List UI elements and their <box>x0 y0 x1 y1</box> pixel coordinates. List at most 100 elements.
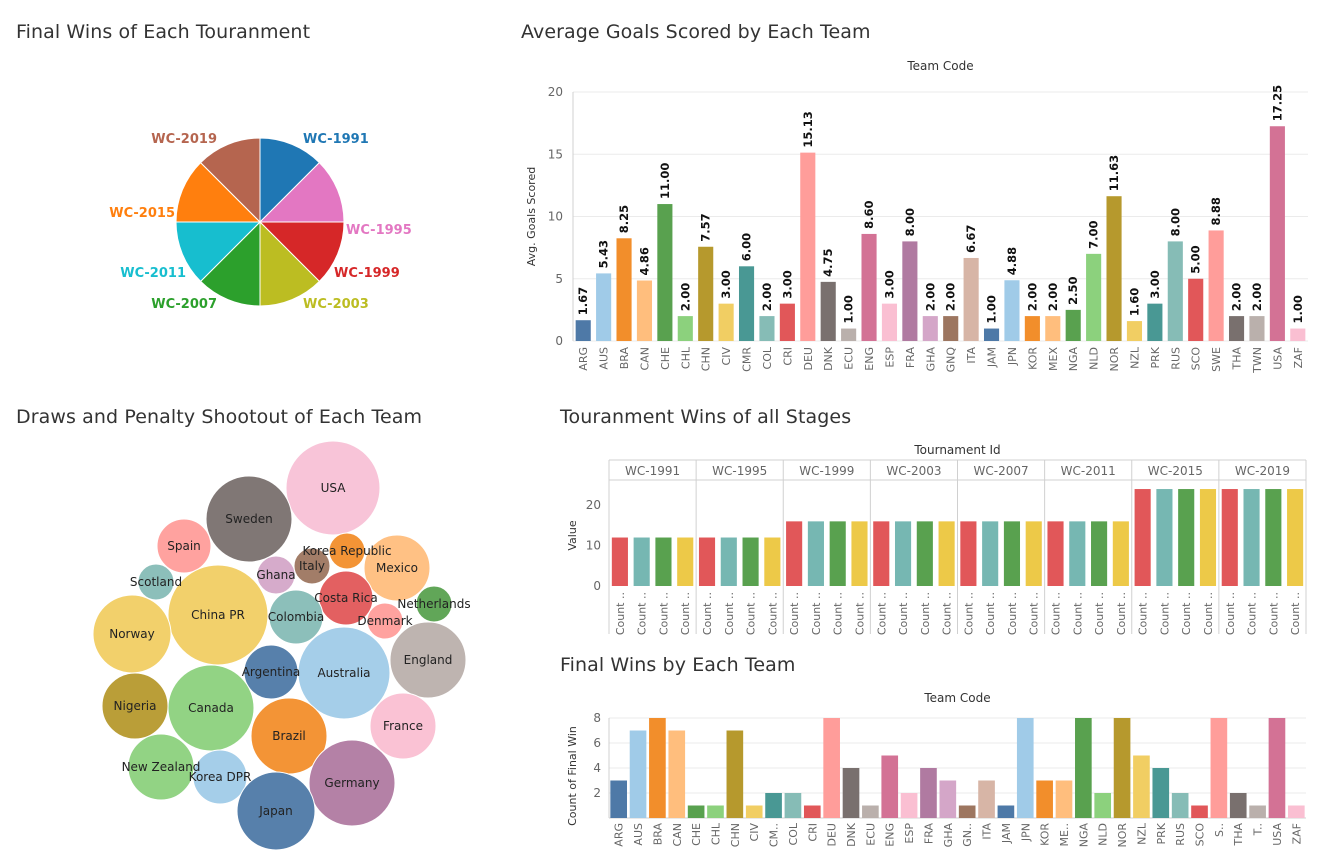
pie-slice[interactable] <box>258 161 345 223</box>
bar[interactable] <box>764 537 781 586</box>
bar[interactable] <box>1228 316 1245 341</box>
bar[interactable] <box>800 152 816 341</box>
bar[interactable] <box>939 780 957 819</box>
bubble[interactable] <box>293 547 331 585</box>
bar[interactable] <box>807 521 824 586</box>
bubble[interactable] <box>366 602 404 640</box>
bubble[interactable] <box>268 589 324 645</box>
bar[interactable] <box>1086 253 1102 341</box>
bar[interactable] <box>1065 309 1081 341</box>
bar[interactable] <box>738 266 755 341</box>
bar[interactable] <box>1210 718 1228 818</box>
bar[interactable] <box>1287 489 1304 586</box>
bar[interactable] <box>1249 316 1265 341</box>
bar[interactable] <box>636 280 653 341</box>
bar[interactable] <box>1199 489 1217 586</box>
bubble[interactable] <box>156 518 212 574</box>
bar[interactable] <box>938 521 955 586</box>
bar[interactable] <box>649 718 666 818</box>
bar[interactable] <box>677 537 694 586</box>
bar[interactable] <box>1156 489 1173 586</box>
bar[interactable] <box>720 537 737 586</box>
bar[interactable] <box>765 793 782 818</box>
bar[interactable] <box>1134 489 1151 586</box>
bar[interactable] <box>861 233 877 341</box>
bubble[interactable] <box>369 692 437 760</box>
bubble[interactable] <box>137 563 175 601</box>
bar[interactable] <box>1047 521 1064 586</box>
bar[interactable] <box>1106 196 1122 341</box>
bar[interactable] <box>1091 521 1108 586</box>
bar[interactable] <box>851 521 868 586</box>
bar[interactable] <box>916 521 933 586</box>
bar[interactable] <box>978 780 995 819</box>
bar[interactable] <box>1290 328 1306 341</box>
bar[interactable] <box>786 521 803 586</box>
bar[interactable] <box>1268 718 1286 818</box>
bar[interactable] <box>655 537 672 586</box>
bar[interactable] <box>1045 316 1061 341</box>
bar[interactable] <box>596 273 612 341</box>
bar[interactable] <box>820 281 836 341</box>
bar[interactable] <box>823 718 840 818</box>
bar[interactable] <box>677 316 693 341</box>
bar[interactable] <box>1055 780 1073 819</box>
bubble[interactable] <box>328 532 366 570</box>
bubble[interactable] <box>308 739 396 827</box>
bar[interactable] <box>900 793 918 818</box>
bar[interactable] <box>784 793 802 818</box>
bar[interactable] <box>687 805 705 819</box>
bar[interactable] <box>1016 718 1034 818</box>
bar[interactable] <box>997 805 1015 819</box>
bar[interactable] <box>1094 793 1112 818</box>
bar[interactable] <box>1147 303 1163 341</box>
bubble[interactable] <box>297 626 391 720</box>
bar[interactable] <box>575 320 591 341</box>
bar[interactable] <box>1269 126 1285 341</box>
bar[interactable] <box>1287 805 1305 819</box>
bubble[interactable] <box>363 534 431 602</box>
bar[interactable] <box>983 328 1000 341</box>
bar[interactable] <box>982 521 999 586</box>
bar[interactable] <box>1171 793 1189 818</box>
bar[interactable] <box>1249 805 1266 819</box>
bar[interactable] <box>960 521 977 586</box>
bar[interactable] <box>611 537 628 586</box>
pie-slice[interactable] <box>199 137 261 224</box>
bar[interactable] <box>1188 278 1204 341</box>
bar[interactable] <box>610 780 628 819</box>
bar[interactable] <box>1036 780 1053 819</box>
bar[interactable] <box>745 805 763 819</box>
bubble[interactable] <box>318 570 374 626</box>
bar[interactable] <box>726 730 744 819</box>
bar[interactable] <box>1243 489 1260 586</box>
bar[interactable] <box>803 805 821 819</box>
bubble[interactable] <box>389 621 467 699</box>
bar[interactable] <box>1024 316 1040 341</box>
bar[interactable] <box>629 730 647 819</box>
bar[interactable] <box>1178 489 1195 586</box>
bar[interactable] <box>1112 521 1129 586</box>
bar[interactable] <box>1229 793 1247 818</box>
bar[interactable] <box>1167 241 1183 341</box>
bubble[interactable] <box>167 664 255 752</box>
bar[interactable] <box>842 768 860 818</box>
bar[interactable] <box>963 257 979 341</box>
bar[interactable] <box>829 521 846 586</box>
bar[interactable] <box>958 805 976 819</box>
bubble[interactable] <box>192 749 248 805</box>
bar[interactable] <box>902 241 918 341</box>
bubble[interactable] <box>127 733 195 801</box>
bar[interactable] <box>1152 768 1170 818</box>
bar[interactable] <box>894 521 912 586</box>
bar[interactable] <box>698 537 716 586</box>
bar[interactable] <box>862 805 879 819</box>
pie-slice[interactable] <box>259 137 321 224</box>
bar[interactable] <box>1126 321 1143 341</box>
bar[interactable] <box>698 246 714 341</box>
bar[interactable] <box>881 755 899 819</box>
bubble[interactable] <box>167 564 269 666</box>
pie-slice[interactable] <box>175 221 262 283</box>
bubble[interactable] <box>285 440 381 536</box>
bar[interactable] <box>616 238 632 341</box>
